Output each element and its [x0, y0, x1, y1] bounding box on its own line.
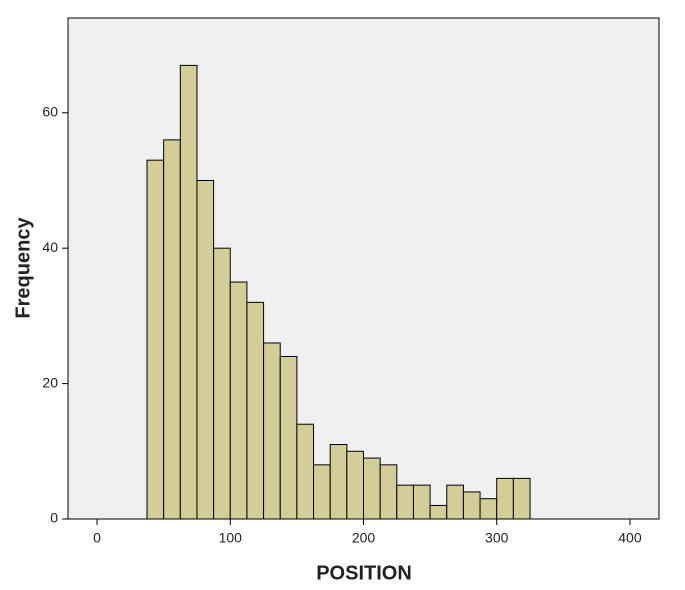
bar [163, 139, 181, 520]
bar [296, 423, 315, 520]
bar [479, 498, 498, 520]
bar [329, 444, 348, 520]
x-tick-label: 200 [352, 530, 376, 546]
y-tick-label: 40 [42, 239, 58, 255]
x-tick-label: 300 [485, 530, 509, 546]
bar [196, 179, 215, 520]
bar [363, 457, 381, 520]
bar [512, 477, 531, 520]
bar [313, 464, 331, 520]
x-axis-title: POSITION [316, 562, 412, 584]
y-tick-label: 0 [50, 510, 58, 526]
bar [146, 159, 165, 520]
bar [429, 504, 448, 520]
bar [279, 356, 298, 520]
x-tick-label: 0 [93, 530, 101, 546]
bar [179, 64, 198, 520]
bar [379, 464, 398, 520]
y-axis-title: Frequency [12, 217, 34, 319]
bar [462, 491, 481, 520]
bar [246, 301, 265, 520]
bar [213, 247, 231, 520]
bar [346, 450, 365, 520]
y-tick-label: 60 [42, 103, 58, 119]
bar [396, 484, 414, 520]
x-tick-label: 400 [618, 530, 642, 546]
bar [496, 477, 514, 520]
bar [263, 342, 281, 520]
bar [229, 281, 248, 520]
bar [412, 484, 431, 520]
y-tick-label: 20 [42, 374, 58, 390]
bar [446, 484, 464, 520]
x-tick-label: 100 [219, 530, 243, 546]
